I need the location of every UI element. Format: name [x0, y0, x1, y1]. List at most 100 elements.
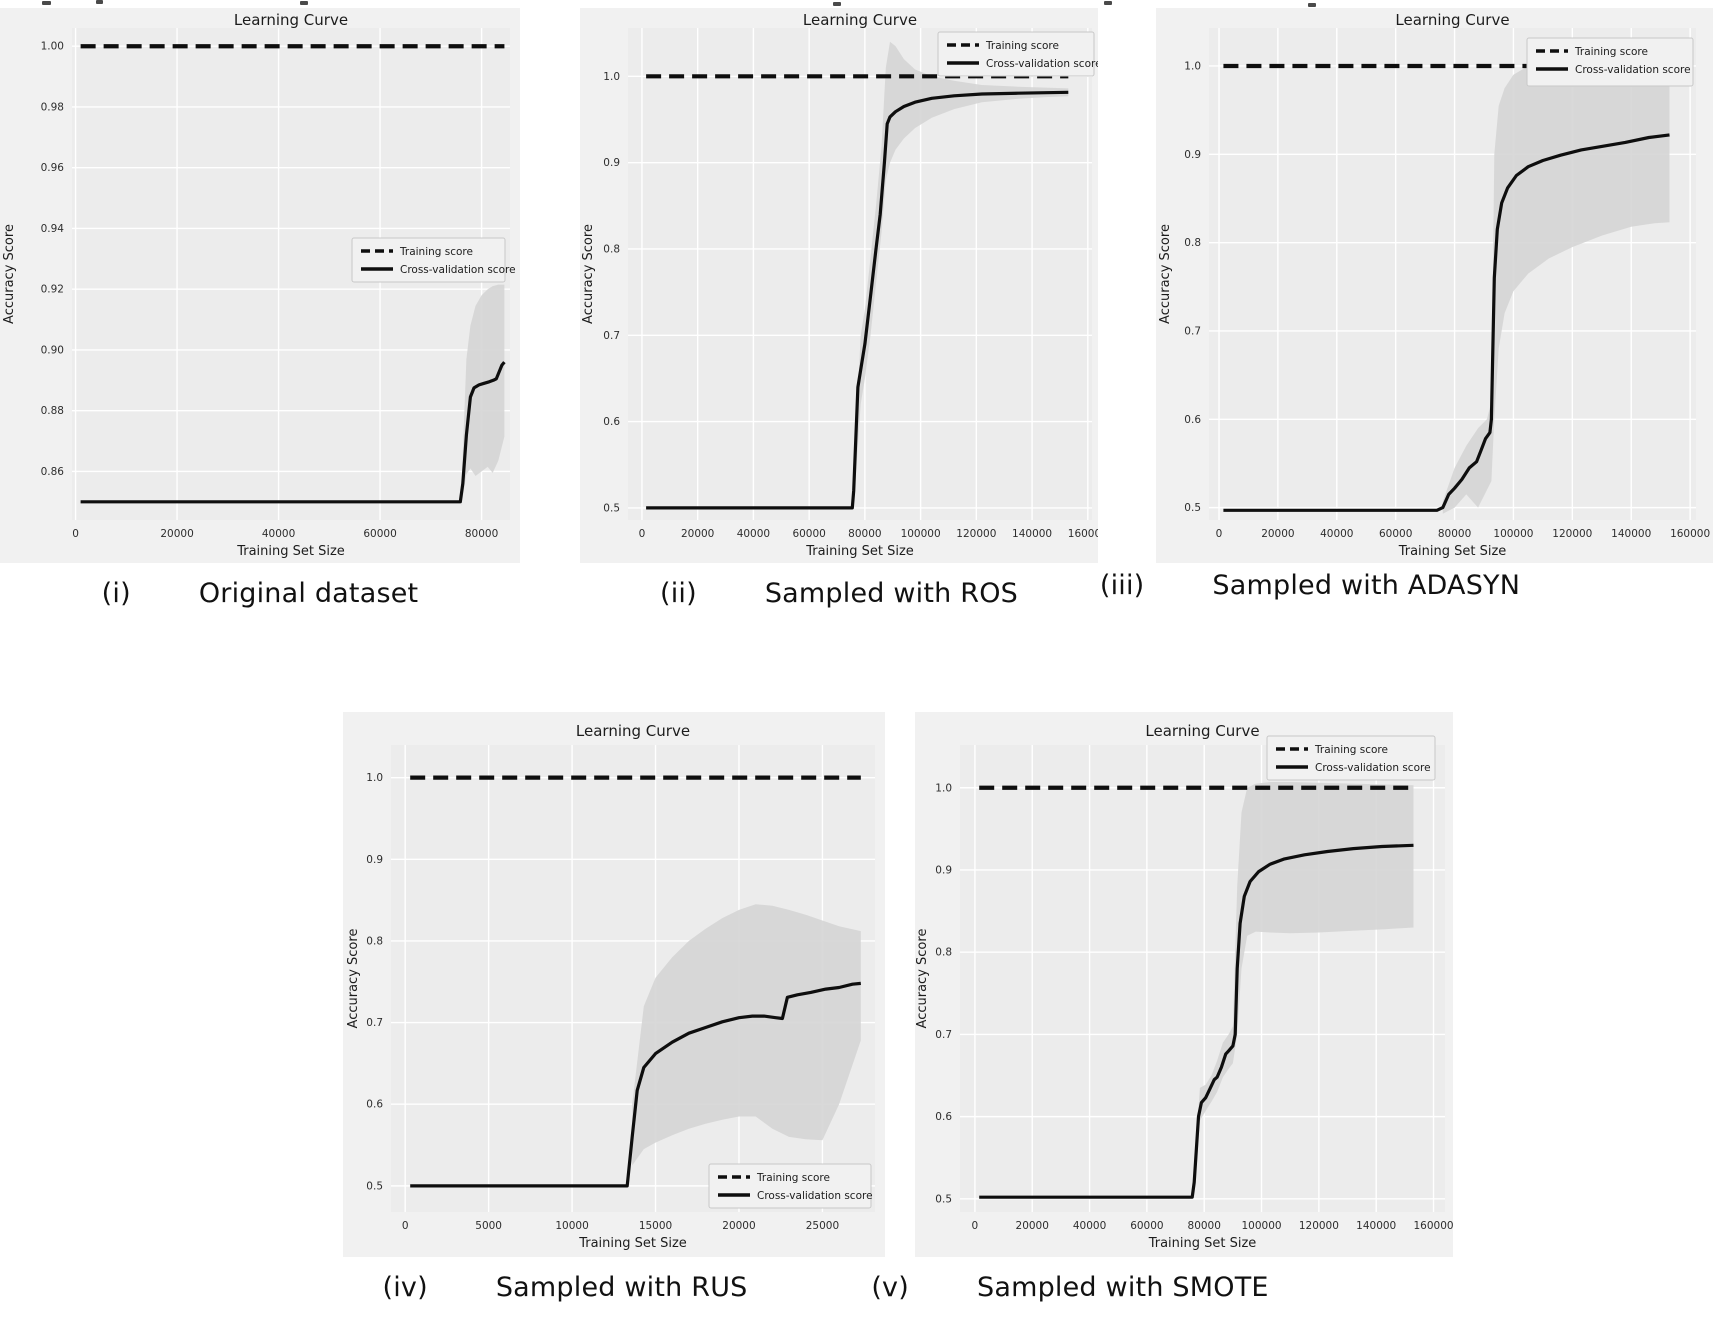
y-tick-label: 1.0: [603, 71, 620, 83]
x-tick-label: 100000: [901, 528, 941, 540]
y-tick-label: 0.5: [603, 502, 620, 514]
y-tick-label: 0.5: [1184, 502, 1201, 514]
y-tick-label: 0.7: [366, 1017, 383, 1029]
y-axis-label: Accuracy Score: [1158, 224, 1173, 324]
legend: Training score Cross-validation score: [1266, 735, 1436, 781]
cropped-text-artifact: [42, 1, 51, 5]
plot-title: Learning Curve: [803, 11, 917, 29]
y-tick-label: 0.9: [935, 864, 952, 876]
legend-label: Training score: [985, 40, 1059, 52]
y-tick-label: 0.98: [41, 101, 64, 113]
plot-title: Learning Curve: [234, 11, 348, 29]
caption-rus: (iv) Sampled with RUS: [345, 1272, 785, 1303]
learning-curve-plot-ros: 0 20000 40000 60000 80000 100000 120000 140000 1…: [580, 8, 1098, 563]
x-tick-label: 15000: [639, 1220, 672, 1232]
legend-label: Training score: [1314, 744, 1388, 756]
caption-label: Original dataset: [198, 578, 419, 609]
learning-curve-figure-original: 0 20000 40000 60000 80000 0.86 0.88 0.90 0.92 0.9…: [0, 8, 520, 563]
caption-index: (iii): [1099, 570, 1145, 601]
legend-box: [937, 31, 1095, 77]
caption-index: (i): [101, 578, 131, 609]
x-tick-label: 0: [72, 528, 79, 540]
x-tick-label: 80000: [465, 528, 498, 540]
x-tick-label: 40000: [262, 528, 295, 540]
cropped-text-artifact: [833, 2, 841, 6]
y-axis-label: Accuracy Score: [346, 929, 361, 1029]
legend-label: Cross-validation score: [986, 58, 1098, 70]
cross-validation-line: [979, 843, 1414, 1199]
learning-curve-figure-smote: 0 20000 40000 60000 80000 100000 120000 140000 1…: [915, 712, 1453, 1257]
x-tick-label: 140000: [1611, 528, 1651, 540]
legend-box: [1266, 735, 1436, 781]
cropped-text-artifact: [1308, 3, 1316, 7]
x-tick-label: 140000: [1356, 1220, 1396, 1232]
legend-box: [708, 1163, 872, 1209]
x-tick-label: 40000: [1073, 1220, 1106, 1232]
x-tick-label: 60000: [1130, 1220, 1163, 1232]
x-tick-label: 20000: [1016, 1220, 1049, 1232]
x-tick-label: 80000: [848, 528, 881, 540]
learning-curve-plot-adasyn: 0 20000 40000 60000 80000 100000 120000 140000 1…: [1156, 8, 1713, 563]
x-tick-label: 20000: [681, 528, 714, 540]
y-tick-label: 0.5: [935, 1193, 952, 1205]
y-tick-label: 0.90: [41, 344, 64, 356]
learning-curve-figure-ros: 0 20000 40000 60000 80000 100000 120000 140000 1…: [580, 8, 1098, 563]
y-tick-label: 0.8: [366, 935, 383, 947]
x-tick-label: 120000: [956, 528, 996, 540]
caption-original: (i) Original dataset: [0, 578, 520, 609]
confidence-band: [853, 41, 1069, 508]
caption-adasyn: (iii) Sampled with ADASYN: [1060, 570, 1560, 601]
plot-title: Learning Curve: [1145, 722, 1259, 740]
learning-curve-figure-rus: 0 5000 10000 15000 20000 25000 0.5 0.6 0.7 0.8 0.9…: [343, 712, 885, 1257]
confidence-band: [461, 284, 505, 507]
x-tick-label: 120000: [1299, 1220, 1339, 1232]
x-tick-label: 40000: [1320, 528, 1353, 540]
legend: Training score Cross-validation score: [351, 237, 516, 283]
plot-title: Learning Curve: [1395, 11, 1509, 29]
cross-validation-line: [410, 981, 861, 1188]
cross-validation-line: [80, 361, 506, 504]
cropped-text-artifact: [1104, 1, 1112, 5]
learning-curve-plot-smote: 0 20000 40000 60000 80000 100000 120000 140000 1…: [915, 712, 1453, 1257]
cross-validation-line: [646, 90, 1069, 510]
caption-index: (iv): [382, 1272, 428, 1303]
legend-box: [351, 237, 506, 283]
y-tick-label: 0.6: [366, 1099, 383, 1111]
x-tick-label: 0: [1216, 528, 1223, 540]
x-tick-label: 20000: [1261, 528, 1294, 540]
x-tick-label: 0: [639, 528, 646, 540]
y-tick-label: 0.7: [935, 1029, 952, 1041]
y-tick-label: 0.5: [366, 1180, 383, 1192]
y-tick-label: 0.96: [41, 162, 65, 174]
x-tick-label: 120000: [1552, 528, 1592, 540]
legend-box: [1526, 37, 1694, 87]
caption-smote: (v) Sampled with SMOTE: [860, 1272, 1280, 1303]
x-tick-label: 80000: [1438, 528, 1471, 540]
x-axis-label: Training Set Size: [1148, 1236, 1257, 1251]
learning-curve-plot-rus: 0 5000 10000 15000 20000 25000 0.5 0.6 0.7 0.8 0.9…: [343, 712, 885, 1257]
caption-label: Sampled with ROS: [764, 578, 1019, 609]
x-axis-label: Training Set Size: [578, 1236, 687, 1251]
x-tick-label: 10000: [555, 1220, 588, 1232]
x-tick-label: 25000: [806, 1220, 839, 1232]
x-tick-label: 80000: [1188, 1220, 1221, 1232]
y-tick-label: 0.6: [935, 1111, 952, 1123]
x-tick-label: 0: [972, 1220, 979, 1232]
y-axis-label: Accuracy Score: [2, 224, 17, 324]
caption-ros: (ii) Sampled with ROS: [580, 578, 1098, 609]
y-tick-label: 0.94: [41, 223, 65, 235]
x-tick-label: 20000: [160, 528, 193, 540]
caption-label: Sampled with RUS: [495, 1272, 748, 1303]
x-tick-label: 100000: [1242, 1220, 1282, 1232]
x-tick-label: 40000: [737, 528, 770, 540]
y-axis-label: Accuracy Score: [915, 929, 930, 1029]
legend-label: Training score: [756, 1172, 830, 1184]
legend: Training score Cross-validation score: [937, 31, 1098, 77]
cross-validation-line: [1223, 133, 1670, 512]
y-tick-label: 0.88: [41, 405, 64, 417]
legend-label: Cross-validation score: [1575, 64, 1691, 76]
confidence-band: [1442, 61, 1670, 514]
x-axis-label: Training Set Size: [236, 544, 345, 559]
y-tick-label: 0.6: [603, 416, 620, 428]
